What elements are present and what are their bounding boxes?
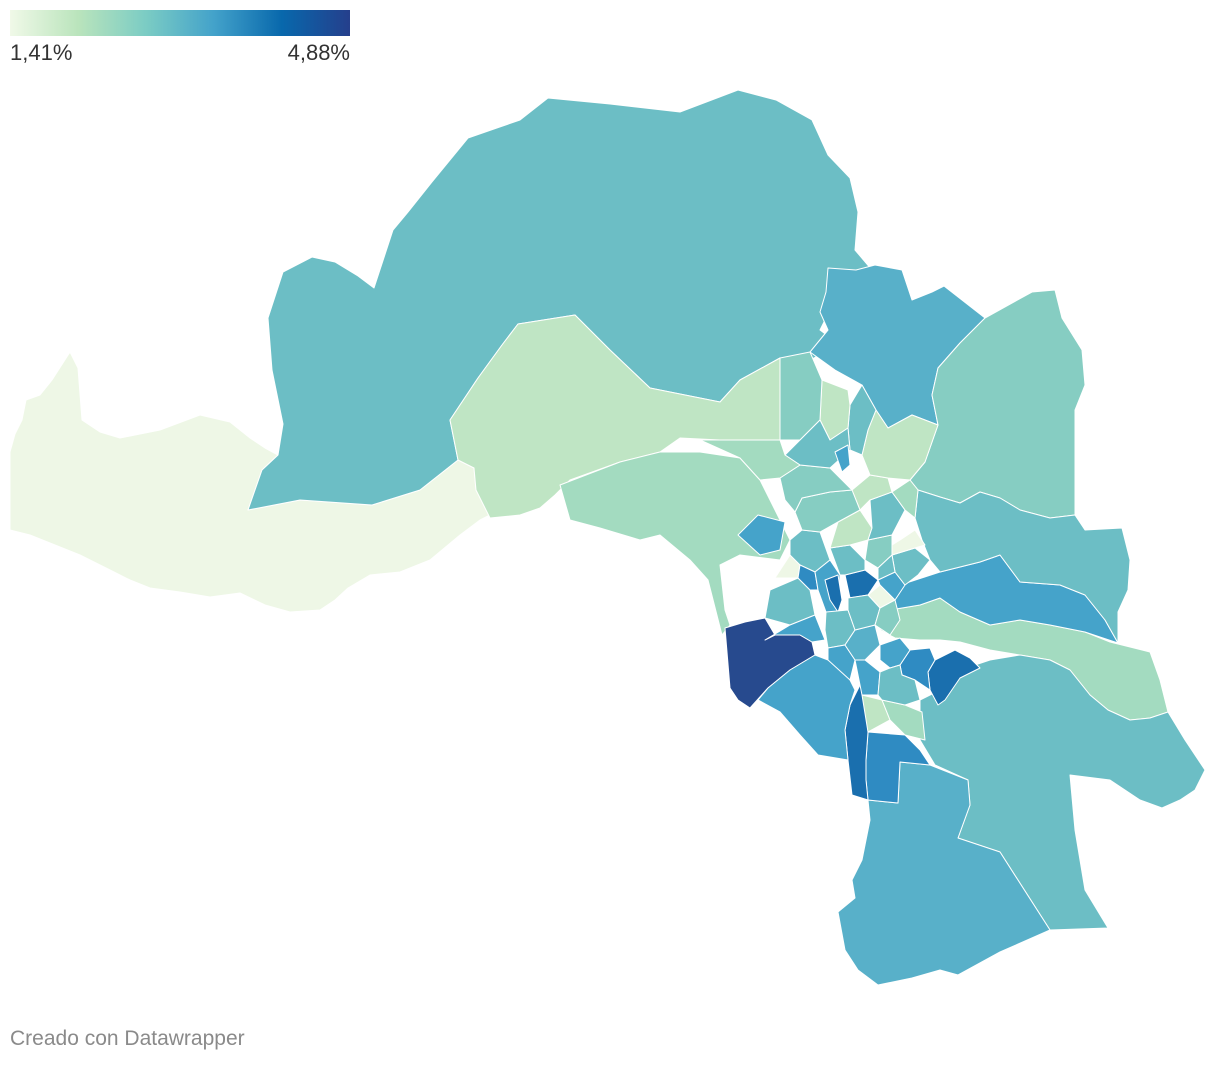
region-central-4[interactable] bbox=[764, 614, 826, 643]
legend: 1,41% 4,88% bbox=[10, 10, 350, 70]
region-central-8[interactable] bbox=[824, 574, 843, 613]
region-southwest-blue[interactable] bbox=[757, 654, 856, 761]
region-south[interactable] bbox=[837, 761, 1051, 986]
region-central-12[interactable] bbox=[827, 644, 856, 681]
legend-min-label: 1,41% bbox=[10, 40, 73, 65]
region-central-34[interactable] bbox=[834, 444, 851, 473]
legend-max-label: 4,88% bbox=[287, 40, 350, 65]
region-central-37[interactable] bbox=[877, 554, 896, 581]
region-central-36[interactable] bbox=[891, 529, 926, 556]
region-central-25[interactable] bbox=[891, 479, 919, 519]
credit-text: Creado con Datawrapper bbox=[10, 1027, 245, 1050]
region-central-16[interactable] bbox=[877, 664, 921, 706]
region-central-18[interactable] bbox=[874, 599, 901, 636]
legend-color-bar bbox=[10, 10, 350, 36]
region-west-central[interactable] bbox=[559, 451, 791, 636]
region-central-6[interactable] bbox=[797, 564, 819, 591]
region-east-teal[interactable] bbox=[914, 489, 1131, 644]
region-central-1[interactable] bbox=[737, 514, 786, 556]
region-central-35[interactable] bbox=[699, 439, 801, 481]
